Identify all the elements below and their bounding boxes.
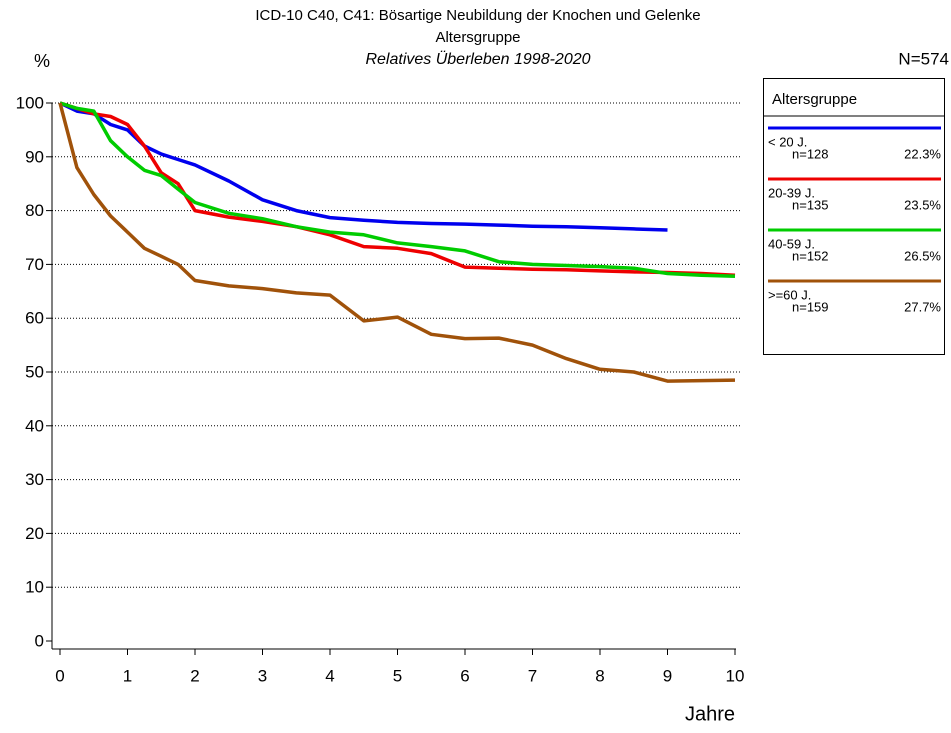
series-line <box>59 101 736 277</box>
x-tick-label: 1 <box>123 666 132 685</box>
y-axis-label: % <box>34 51 50 71</box>
y-tick-label: 50 <box>25 362 44 381</box>
y-tick-label: 30 <box>25 470 44 489</box>
series-line <box>59 101 668 232</box>
legend-n: n=152 <box>792 248 829 263</box>
x-tick-label: 7 <box>528 666 537 685</box>
chart-subtitle: Altersgruppe <box>435 29 520 46</box>
legend-share: 23.5% <box>904 197 941 212</box>
legend-share: 26.5% <box>904 248 941 263</box>
y-tick-label: 40 <box>25 416 44 435</box>
y-tick-label: 10 <box>25 578 44 597</box>
x-tick-label: 6 <box>460 666 469 685</box>
x-tick-label: 8 <box>595 666 604 685</box>
note: N=574 <box>898 49 949 68</box>
y-tick-label: 100 <box>16 93 44 112</box>
legend-box <box>763 78 945 355</box>
series-line <box>58 102 736 383</box>
x-tick-label: 2 <box>190 666 199 685</box>
x-tick-label: 9 <box>663 666 672 685</box>
legend-label: 40-59 J. <box>768 236 815 251</box>
legend-n: n=159 <box>792 299 829 314</box>
x-tick-label: 5 <box>393 666 402 685</box>
chart-title: ICD-10 C40, C41: Bösartige Neubildung de… <box>255 7 700 24</box>
legend-share: 27.7% <box>904 299 941 314</box>
legend-n: n=135 <box>792 197 829 212</box>
x-tick-label: 3 <box>258 666 267 685</box>
legend-share: 22.3% <box>904 146 941 161</box>
x-axis-label: Jahre <box>685 703 735 725</box>
y-tick-label: 80 <box>25 201 44 220</box>
x-tick-label: 10 <box>726 666 745 685</box>
legend-label: >=60 J. <box>768 287 811 302</box>
y-tick-label: 60 <box>25 309 44 328</box>
y-tick-label: 20 <box>25 524 44 543</box>
chart-subtitle: Relatives Überleben 1998-2020 <box>365 50 590 68</box>
x-tick-label: 0 <box>55 666 64 685</box>
y-tick-label: 90 <box>25 147 44 166</box>
legend-label: < 20 J. <box>768 134 807 149</box>
x-tick-label: 4 <box>325 666 334 685</box>
legend-n: n=128 <box>792 146 829 161</box>
series-line <box>59 101 736 278</box>
y-tick-label: 70 <box>25 255 44 274</box>
y-tick-label: 0 <box>35 631 44 650</box>
legend-title: Altersgruppe <box>772 91 857 108</box>
legend-label: 20-39 J. <box>768 185 815 200</box>
